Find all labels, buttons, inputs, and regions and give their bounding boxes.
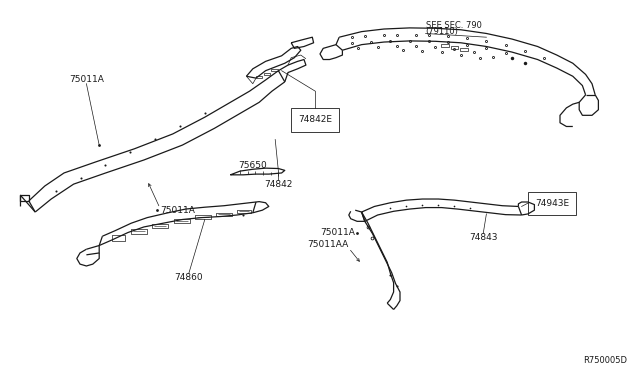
Text: 74842E: 74842E <box>298 115 332 125</box>
Bar <box>291 108 339 132</box>
Text: 74860: 74860 <box>175 273 203 282</box>
Bar <box>256 76 262 78</box>
Text: 75011AA: 75011AA <box>308 240 349 249</box>
Bar <box>460 48 468 51</box>
Bar <box>271 69 278 71</box>
Bar <box>528 192 576 215</box>
Text: 75011A: 75011A <box>321 228 355 237</box>
Text: 75650: 75650 <box>239 161 267 170</box>
Bar <box>264 73 270 75</box>
Text: 74842: 74842 <box>264 180 292 189</box>
Text: R750005D: R750005D <box>583 356 627 365</box>
Text: (79110): (79110) <box>426 27 458 36</box>
Text: 75011A: 75011A <box>69 76 104 84</box>
Bar <box>451 46 458 49</box>
Text: 74943E: 74943E <box>535 199 569 208</box>
Text: 75011A: 75011A <box>160 206 195 215</box>
Bar <box>441 44 449 47</box>
Text: 74843: 74843 <box>469 233 497 242</box>
Text: SEE SEC. 790: SEE SEC. 790 <box>426 21 481 30</box>
